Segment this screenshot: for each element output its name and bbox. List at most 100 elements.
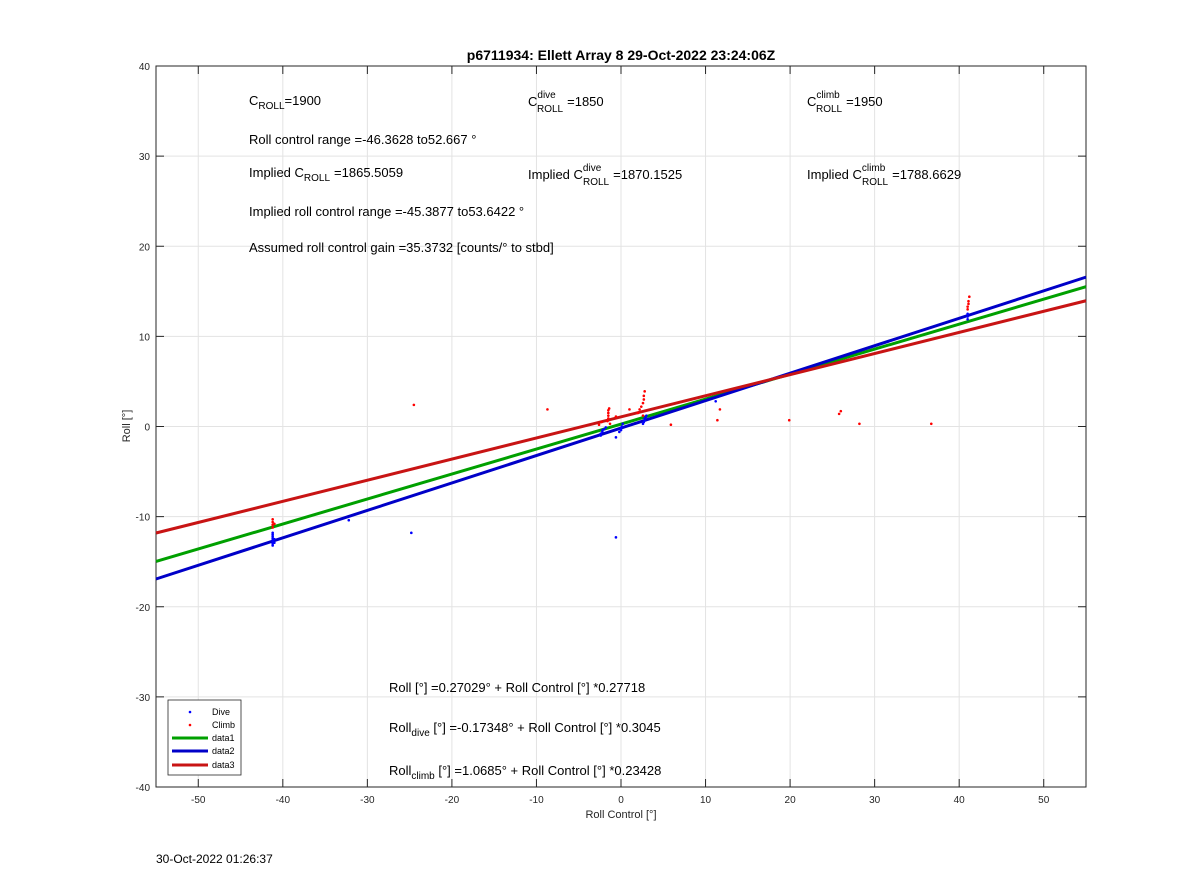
climb-point [669,423,673,426]
fit-all-equation: Roll [°] =0.27029° + Roll Control [°] *0… [389,680,645,695]
dive-point [271,544,274,547]
y-tick-label: -10 [136,513,151,524]
fit-climb-equation: Rollclimb [°] =1.0685° + Roll Control [°… [389,763,661,782]
x-tick-label: -50 [191,795,206,806]
legend-dive-label: Dive [212,707,230,717]
climb-point [614,415,618,418]
climb-point [837,412,841,416]
dive-point [618,430,621,434]
dive-point [347,518,351,522]
x-tick-label: 30 [869,795,881,806]
dive-point [601,430,604,434]
climb-point [967,302,970,306]
climb-point [628,408,631,411]
y-tick-label: -20 [136,603,151,614]
climb-point [716,418,719,422]
dive-point [273,541,276,545]
dive-point [966,312,969,316]
data-points [271,295,971,547]
y-tick-label: 30 [139,152,151,163]
x-tick-label: -40 [276,795,291,806]
x-tick-label: -20 [445,795,460,806]
climb-point [412,403,416,407]
y-tick-label: 40 [139,62,151,73]
climb-point [271,520,274,524]
dive-point [599,434,603,437]
c-roll-annotation: CROLL=1900 [249,93,321,112]
climb-point [641,401,645,405]
implied-c-roll-dive: Implied Cdive ROLL=1870.1525 [528,163,682,188]
y-tick-label: 10 [139,332,151,343]
climb-point [271,526,274,529]
dive-point [271,531,274,535]
climb-point [718,408,722,411]
footer-timestamp: 30-Oct-2022 01:26:37 [156,852,273,866]
climb-point [787,418,791,422]
implied-roll-range: Implied roll control range =-45.3877 to5… [249,204,524,219]
x-tick-label: -10 [529,795,544,806]
dive-point [621,422,624,426]
fit-line-data3 [155,299,1087,535]
climb-point [271,518,274,521]
climb-point [607,411,610,415]
climb-point [968,295,971,299]
climb-point [967,299,970,303]
c-roll-dive-annotation: Cdive ROLL=1850 [528,90,604,115]
y-tick-label: -40 [136,783,151,794]
dive-point [604,426,608,429]
dive-point [619,428,623,432]
dive-point [271,535,274,538]
x-tick-label: 40 [954,795,966,806]
dive-point [602,427,606,431]
dive-point [614,436,618,439]
x-tick-label: 20 [785,795,797,806]
climb-point [858,422,861,426]
climb-point [607,407,611,410]
dive-point [614,536,618,539]
legend-climb-marker [188,723,192,727]
climb-point [273,522,276,526]
legend-data3-label: data3 [212,760,235,770]
legend-climb-label: Climb [212,720,235,730]
climb-point [597,423,601,426]
dive-point [643,418,646,422]
climb-point [966,305,969,308]
climb-point [642,394,646,398]
legend-data1-label: data1 [212,733,235,743]
y-tick-label: 20 [139,242,151,253]
x-tick-label: 50 [1038,795,1050,806]
axis-ticks: -50 -40 -30 -20 -10 0 10 20 30 40 50 -40 -30 -20 -10 0 1… [136,62,1086,806]
climb-point [606,419,609,423]
climb-point [608,422,612,426]
y-tick-label: -30 [136,693,151,704]
x-axis-label: Roll Control [°] [585,809,656,821]
climb-point [607,417,610,420]
c-roll-climb-annotation: Cclimb ROLL=1950 [807,90,883,115]
dive-point [966,315,969,318]
climb-point [639,405,643,408]
y-axis-label: Roll [°] [121,410,133,443]
implied-c-roll-climb: Implied Cclimb ROLL=1788.6629 [807,163,961,188]
dive-point [599,432,603,436]
climb-point [929,422,933,426]
assumed-gain: Assumed roll control gain =35.3732 [coun… [249,240,554,255]
climb-point [546,408,549,411]
y-tick-label: 0 [144,423,150,434]
roll-control-range: Roll control range =-46.3628 to52.667 ° [249,132,476,147]
legend-dive-marker [188,710,192,714]
dive-point [714,399,717,403]
legend: Dive Climb data1 data2 data3 [167,699,242,776]
implied-c-roll: Implied CROLL =1865.5059 [249,165,403,184]
fit-line-data1 [155,285,1087,563]
dive-point [273,537,276,541]
x-tick-label: 0 [618,795,624,806]
dive-point [966,317,969,321]
dive-point [410,531,413,535]
chart-title: p6711934: Ellett Array 8 29-Oct-2022 23:… [467,47,776,63]
climb-point [641,414,645,417]
climb-point [638,408,641,411]
x-tick-label: 10 [700,795,712,806]
climb-point [636,411,640,415]
climb-point [642,398,646,401]
